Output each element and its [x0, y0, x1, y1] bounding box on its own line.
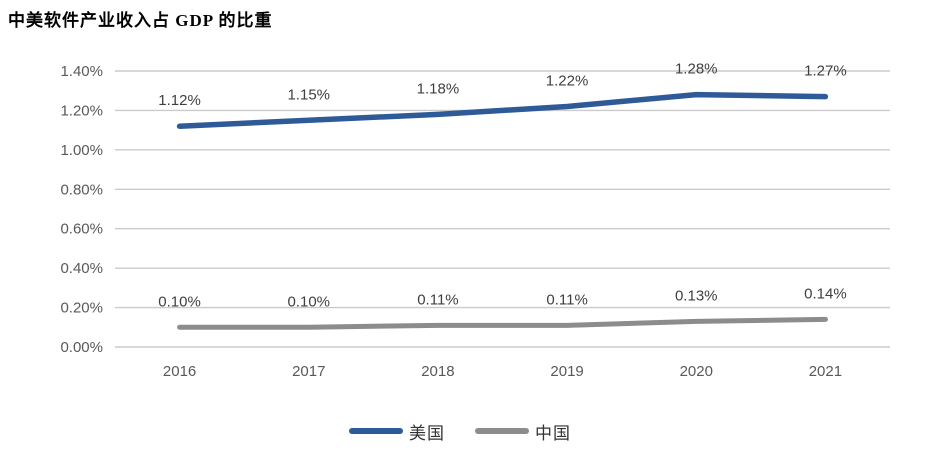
x-tick-label: 2019	[550, 363, 583, 380]
data-label-us: 1.28%	[675, 61, 718, 78]
x-tick-label: 2016	[163, 363, 196, 380]
y-tick-label: 0.60%	[60, 221, 103, 238]
data-label-us: 1.27%	[804, 63, 847, 80]
y-tick-label: 0.20%	[60, 300, 103, 317]
legend-label-us: 美国	[409, 423, 445, 443]
chart-legend: 美国 中国	[0, 418, 934, 444]
y-tick-label: 1.20%	[60, 102, 103, 119]
y-tick-label: 0.40%	[60, 260, 103, 277]
data-label-china: 0.14%	[804, 285, 847, 302]
chart-title: 中美软件产业收入占 GDP 的比重	[8, 11, 273, 30]
legend-swatch-us	[349, 428, 403, 434]
series-line-china	[177, 316, 828, 330]
data-label-china: 0.13%	[675, 287, 718, 304]
y-tick-label: 0.80%	[60, 181, 103, 198]
data-label-us: 1.15%	[287, 86, 330, 103]
legend-label-china: 中国	[535, 423, 571, 443]
legend-swatch-china	[475, 428, 529, 434]
data-label-us: 1.12%	[158, 92, 201, 109]
data-label-china: 0.10%	[287, 293, 330, 310]
data-label-us: 1.18%	[417, 80, 460, 97]
data-label-china: 0.10%	[158, 293, 201, 310]
data-label-china: 0.11%	[417, 291, 458, 308]
x-tick-label: 2021	[809, 363, 842, 380]
data-label-china: 0.11%	[546, 291, 587, 308]
y-tick-label: 0.00%	[60, 339, 103, 356]
legend-item-us: 美国	[349, 419, 445, 444]
x-tick-label: 2017	[292, 363, 325, 380]
y-tick-label: 1.00%	[60, 142, 103, 159]
x-tick-label: 2018	[421, 363, 454, 380]
y-tick-label: 1.40%	[60, 63, 103, 80]
series-line-us	[176, 91, 829, 129]
legend-item-china: 中国	[475, 419, 571, 444]
x-tick-label: 2020	[680, 363, 713, 380]
data-label-us: 1.22%	[546, 72, 589, 89]
